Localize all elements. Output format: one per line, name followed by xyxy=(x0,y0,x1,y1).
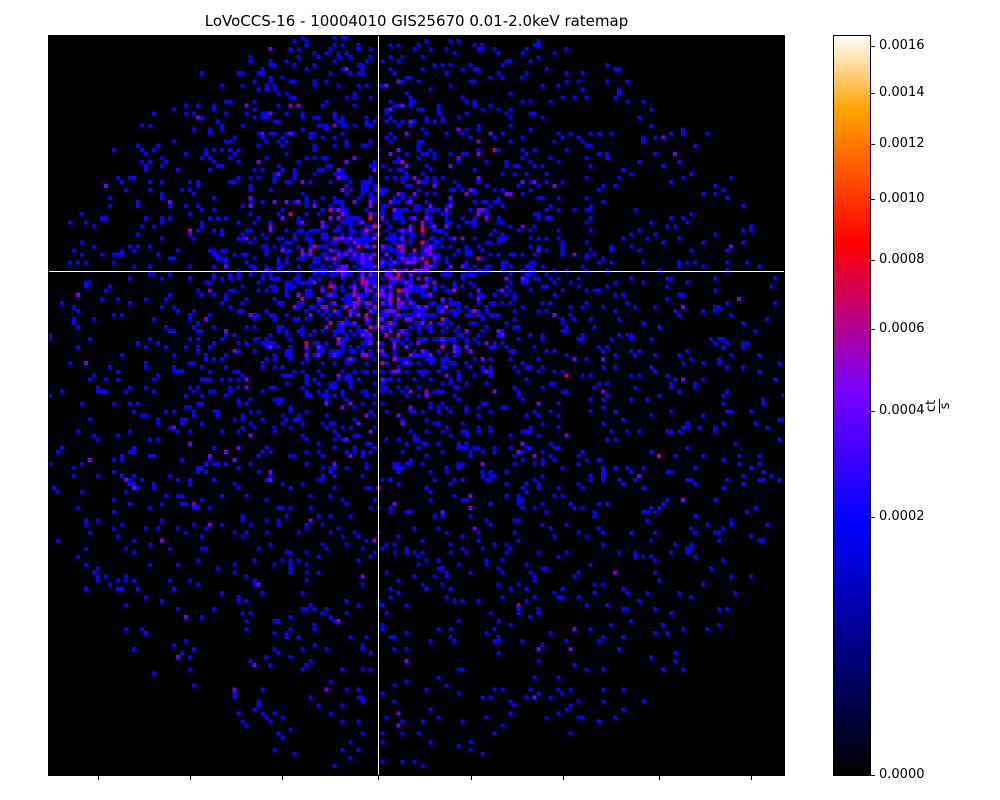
colorbar-tick-mark xyxy=(871,93,875,94)
colorbar xyxy=(833,35,871,776)
colorbar-tick-mark xyxy=(871,46,875,47)
colorbar-tick-mark xyxy=(871,199,875,200)
x-axis-tick-mark xyxy=(282,776,283,780)
colorbar-tick-label: 0.0006 xyxy=(879,320,925,336)
colorbar-tick-label: 0.0002 xyxy=(879,509,925,525)
x-axis-ticks xyxy=(48,776,785,782)
colorbar-tick-label: 0.0012 xyxy=(879,135,925,151)
x-axis-tick-mark xyxy=(563,776,564,780)
chart-title: LoVoCCS-16 - 10004010 GIS25670 0.01-2.0k… xyxy=(204,12,629,30)
colorbar-tick-mark xyxy=(871,517,875,518)
ratemap-canvas xyxy=(48,35,785,776)
crosshair-horizontal-line xyxy=(48,271,785,272)
x-axis-tick-mark xyxy=(659,776,660,780)
x-axis-tick-mark xyxy=(378,776,379,780)
colorbar-tick-label: 0.0004 xyxy=(879,402,925,418)
colorbar-tick-mark xyxy=(871,260,875,261)
colorbar-tick-mark xyxy=(871,329,875,330)
colorbar-tick-label: 0.0008 xyxy=(879,251,925,267)
x-axis-tick-mark xyxy=(471,776,472,780)
crosshair-vertical-line xyxy=(378,35,379,776)
colorbar-tick-mark xyxy=(871,411,875,412)
colorbar-tick-label: 0.0016 xyxy=(879,38,925,54)
colorbar-gradient xyxy=(833,35,871,776)
colorbar-tick-label: 0.0014 xyxy=(879,85,925,101)
colorbar-tick-mark xyxy=(871,775,875,776)
colorbar-tick-label: 0.0000 xyxy=(879,767,925,782)
colorbar-tick-mark xyxy=(871,144,875,145)
colorbar-tick-label: 0.0010 xyxy=(879,190,925,206)
colorbar-unit-label: ct s xyxy=(924,394,954,418)
x-axis-tick-mark xyxy=(190,776,191,780)
ratemap-image xyxy=(48,35,785,776)
colorbar-unit-denominator: s xyxy=(938,402,953,410)
x-axis-tick-mark xyxy=(751,776,752,780)
x-axis-tick-mark xyxy=(98,776,99,780)
